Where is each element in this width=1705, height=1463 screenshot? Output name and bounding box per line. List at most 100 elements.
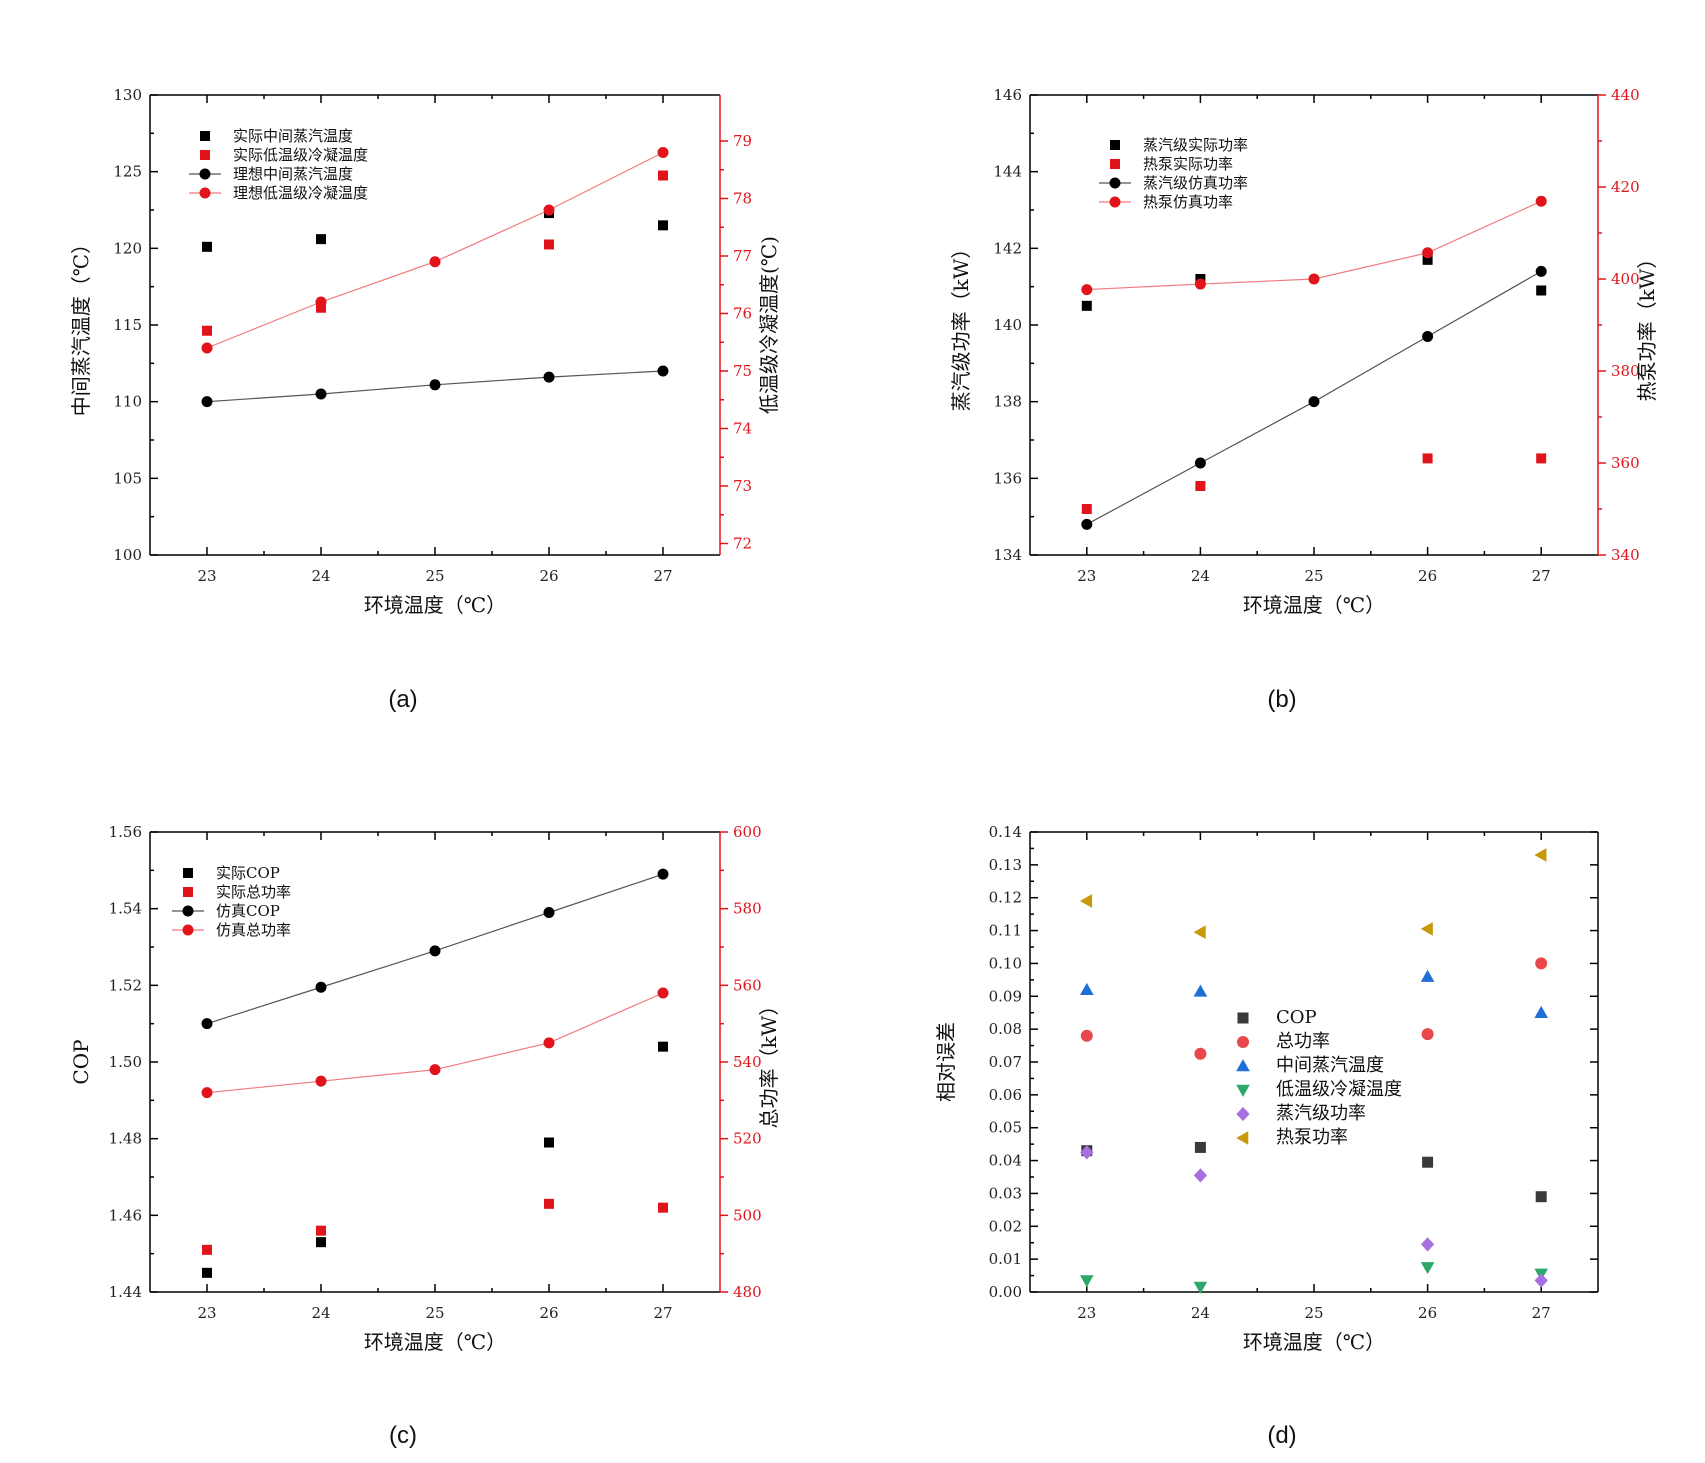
series-2: [202, 170, 668, 336]
marker-p3-s0-3: [1535, 1191, 1547, 1203]
marker-p3-s3-0: [1079, 1275, 1094, 1288]
marker-p0-s1-legend: [200, 150, 210, 160]
y-tick-label-left: 130: [113, 86, 142, 104]
marker-p1-s1-0: [1081, 504, 1092, 514]
marker-p1-s2-2: [1308, 396, 1320, 408]
series-4: [201, 147, 669, 354]
y-tick-label-left: 0.07: [989, 1053, 1022, 1071]
y-tick-label-left: 0.13: [989, 856, 1022, 874]
panel-label: (c): [389, 1422, 417, 1449]
marker-p0-s0-1: [316, 234, 326, 245]
legend-label: 实际COP: [216, 864, 280, 882]
x-tick-label: 27: [653, 567, 672, 585]
y-tick-label-left: 138: [993, 393, 1022, 411]
series-3: [1079, 969, 1549, 1018]
series-2: [1080, 957, 1548, 1060]
marker-p2-s3-1: [315, 1075, 327, 1087]
marker-p0-s0-legend: [200, 131, 210, 141]
x-tick-label: 26: [1418, 567, 1437, 585]
y-tick-label-right: 78: [733, 190, 752, 208]
marker-p2-s0-1: [316, 1237, 326, 1248]
y-axis-title-left: 中间蒸汽温度（℃）: [69, 234, 93, 416]
y-tick-label-right: 400: [1611, 270, 1640, 288]
y-tick-label-left: 100: [113, 546, 142, 564]
legend-label: 热泵仿真功率: [1143, 193, 1233, 211]
marker-p2-s2-1: [315, 981, 327, 993]
marker-p2-s1-3: [658, 1202, 668, 1213]
marker-p3-s2-legend: [1236, 1059, 1250, 1072]
x-tick-label: 24: [311, 567, 330, 585]
legend-label: 仿真总功率: [216, 921, 291, 939]
x-tick-label: 25: [425, 567, 444, 585]
y-tick-label-right: 420: [1611, 178, 1640, 196]
marker-p2-s2-legend: [182, 905, 194, 917]
y-tick-label-left: 146: [993, 86, 1022, 104]
y-tick-label-left: 1.44: [109, 1283, 142, 1301]
marker-p0-s3-2: [429, 256, 441, 268]
chart-panel-1: 23 24 25 26 27 100 105 110 115 120 125 130 72 73 74 75 7…: [69, 86, 781, 713]
series-5: [1080, 1145, 1548, 1288]
x-tick-label: 24: [311, 1304, 330, 1322]
series-4: [201, 987, 669, 1099]
marker-p3-s4-legend: [1236, 1106, 1250, 1122]
legend-label: 蒸汽级仿真功率: [1143, 174, 1248, 192]
marker-p2-s0-3: [658, 1041, 668, 1052]
marker-p2-s0-legend: [183, 868, 193, 878]
legend-label: 实际中间蒸汽温度: [233, 127, 353, 145]
series-line: [206, 992, 664, 1094]
series-6: [1079, 848, 1547, 940]
y-tick-label-right: 79: [733, 132, 752, 150]
series-2: [202, 1198, 668, 1255]
marker-p3-s4-2: [1421, 1237, 1435, 1252]
marker-p0-s0-3: [658, 220, 668, 231]
y-tick-label-right: 500: [733, 1206, 762, 1224]
legend-label: 热泵功率: [1276, 1127, 1348, 1148]
marker-p1-s2-3: [1422, 331, 1434, 342]
y-tick-label-left: 0.11: [989, 922, 1022, 940]
y-tick-label-right: 75: [733, 362, 752, 380]
marker-p0-s1-0: [202, 325, 212, 336]
marker-p0-s2-legend: [199, 168, 211, 180]
y-tick-label-right: 520: [733, 1130, 762, 1148]
y-tick-label-right: 580: [733, 900, 762, 918]
marker-p3-s5-2: [1420, 922, 1433, 936]
marker-p3-s1-2: [1421, 1028, 1434, 1041]
marker-p3-s1-3: [1535, 957, 1548, 970]
y-tick-label-left: 144: [993, 163, 1022, 181]
marker-p3-s3-1: [1193, 1281, 1208, 1294]
y-tick-label-left: 0.04: [989, 1152, 1022, 1170]
y-tick-label-left: 0.02: [989, 1217, 1022, 1235]
x-tick-label: 27: [1532, 567, 1551, 585]
marker-p0-s1-2: [544, 239, 554, 250]
marker-p3-s5-1: [1193, 925, 1206, 940]
marker-p1-s2-4: [1535, 265, 1547, 277]
series-1: [1081, 1141, 1547, 1203]
y-tick-label-left: 1.48: [109, 1130, 142, 1148]
marker-p3-s5-3: [1534, 848, 1547, 862]
legend-label: COP: [1276, 1007, 1317, 1028]
legend-label: 中间蒸汽温度: [1276, 1055, 1384, 1076]
marker-p3-s0-legend: [1237, 1012, 1249, 1024]
marker-p2-s3-0: [201, 1087, 213, 1099]
marker-p2-s2-3: [543, 907, 555, 918]
marker-p3-s3-legend: [1236, 1084, 1250, 1097]
legend-label: 蒸汽级实际功率: [1143, 136, 1248, 154]
y-axis-title-right: 低温级冷凝温度(℃): [757, 236, 781, 414]
x-tick-label: 23: [1077, 567, 1096, 585]
y-tick-label-right: 600: [733, 823, 762, 841]
panel-label: (a): [388, 686, 417, 713]
x-tick-label: 24: [1191, 1304, 1210, 1322]
y-tick-label-right: 340: [1611, 546, 1640, 564]
x-tick-label: 23: [197, 567, 216, 585]
marker-p3-s5-legend: [1236, 1131, 1249, 1145]
panel-label: (d): [1267, 1422, 1296, 1449]
marker-p1-s0-0: [1081, 300, 1092, 311]
y-tick-label-right: 72: [733, 535, 752, 553]
marker-p0-s3-0: [201, 342, 213, 354]
y-tick-label-left: 0.09: [989, 987, 1022, 1005]
y-axis-title-left: 相对误差: [934, 1022, 958, 1102]
